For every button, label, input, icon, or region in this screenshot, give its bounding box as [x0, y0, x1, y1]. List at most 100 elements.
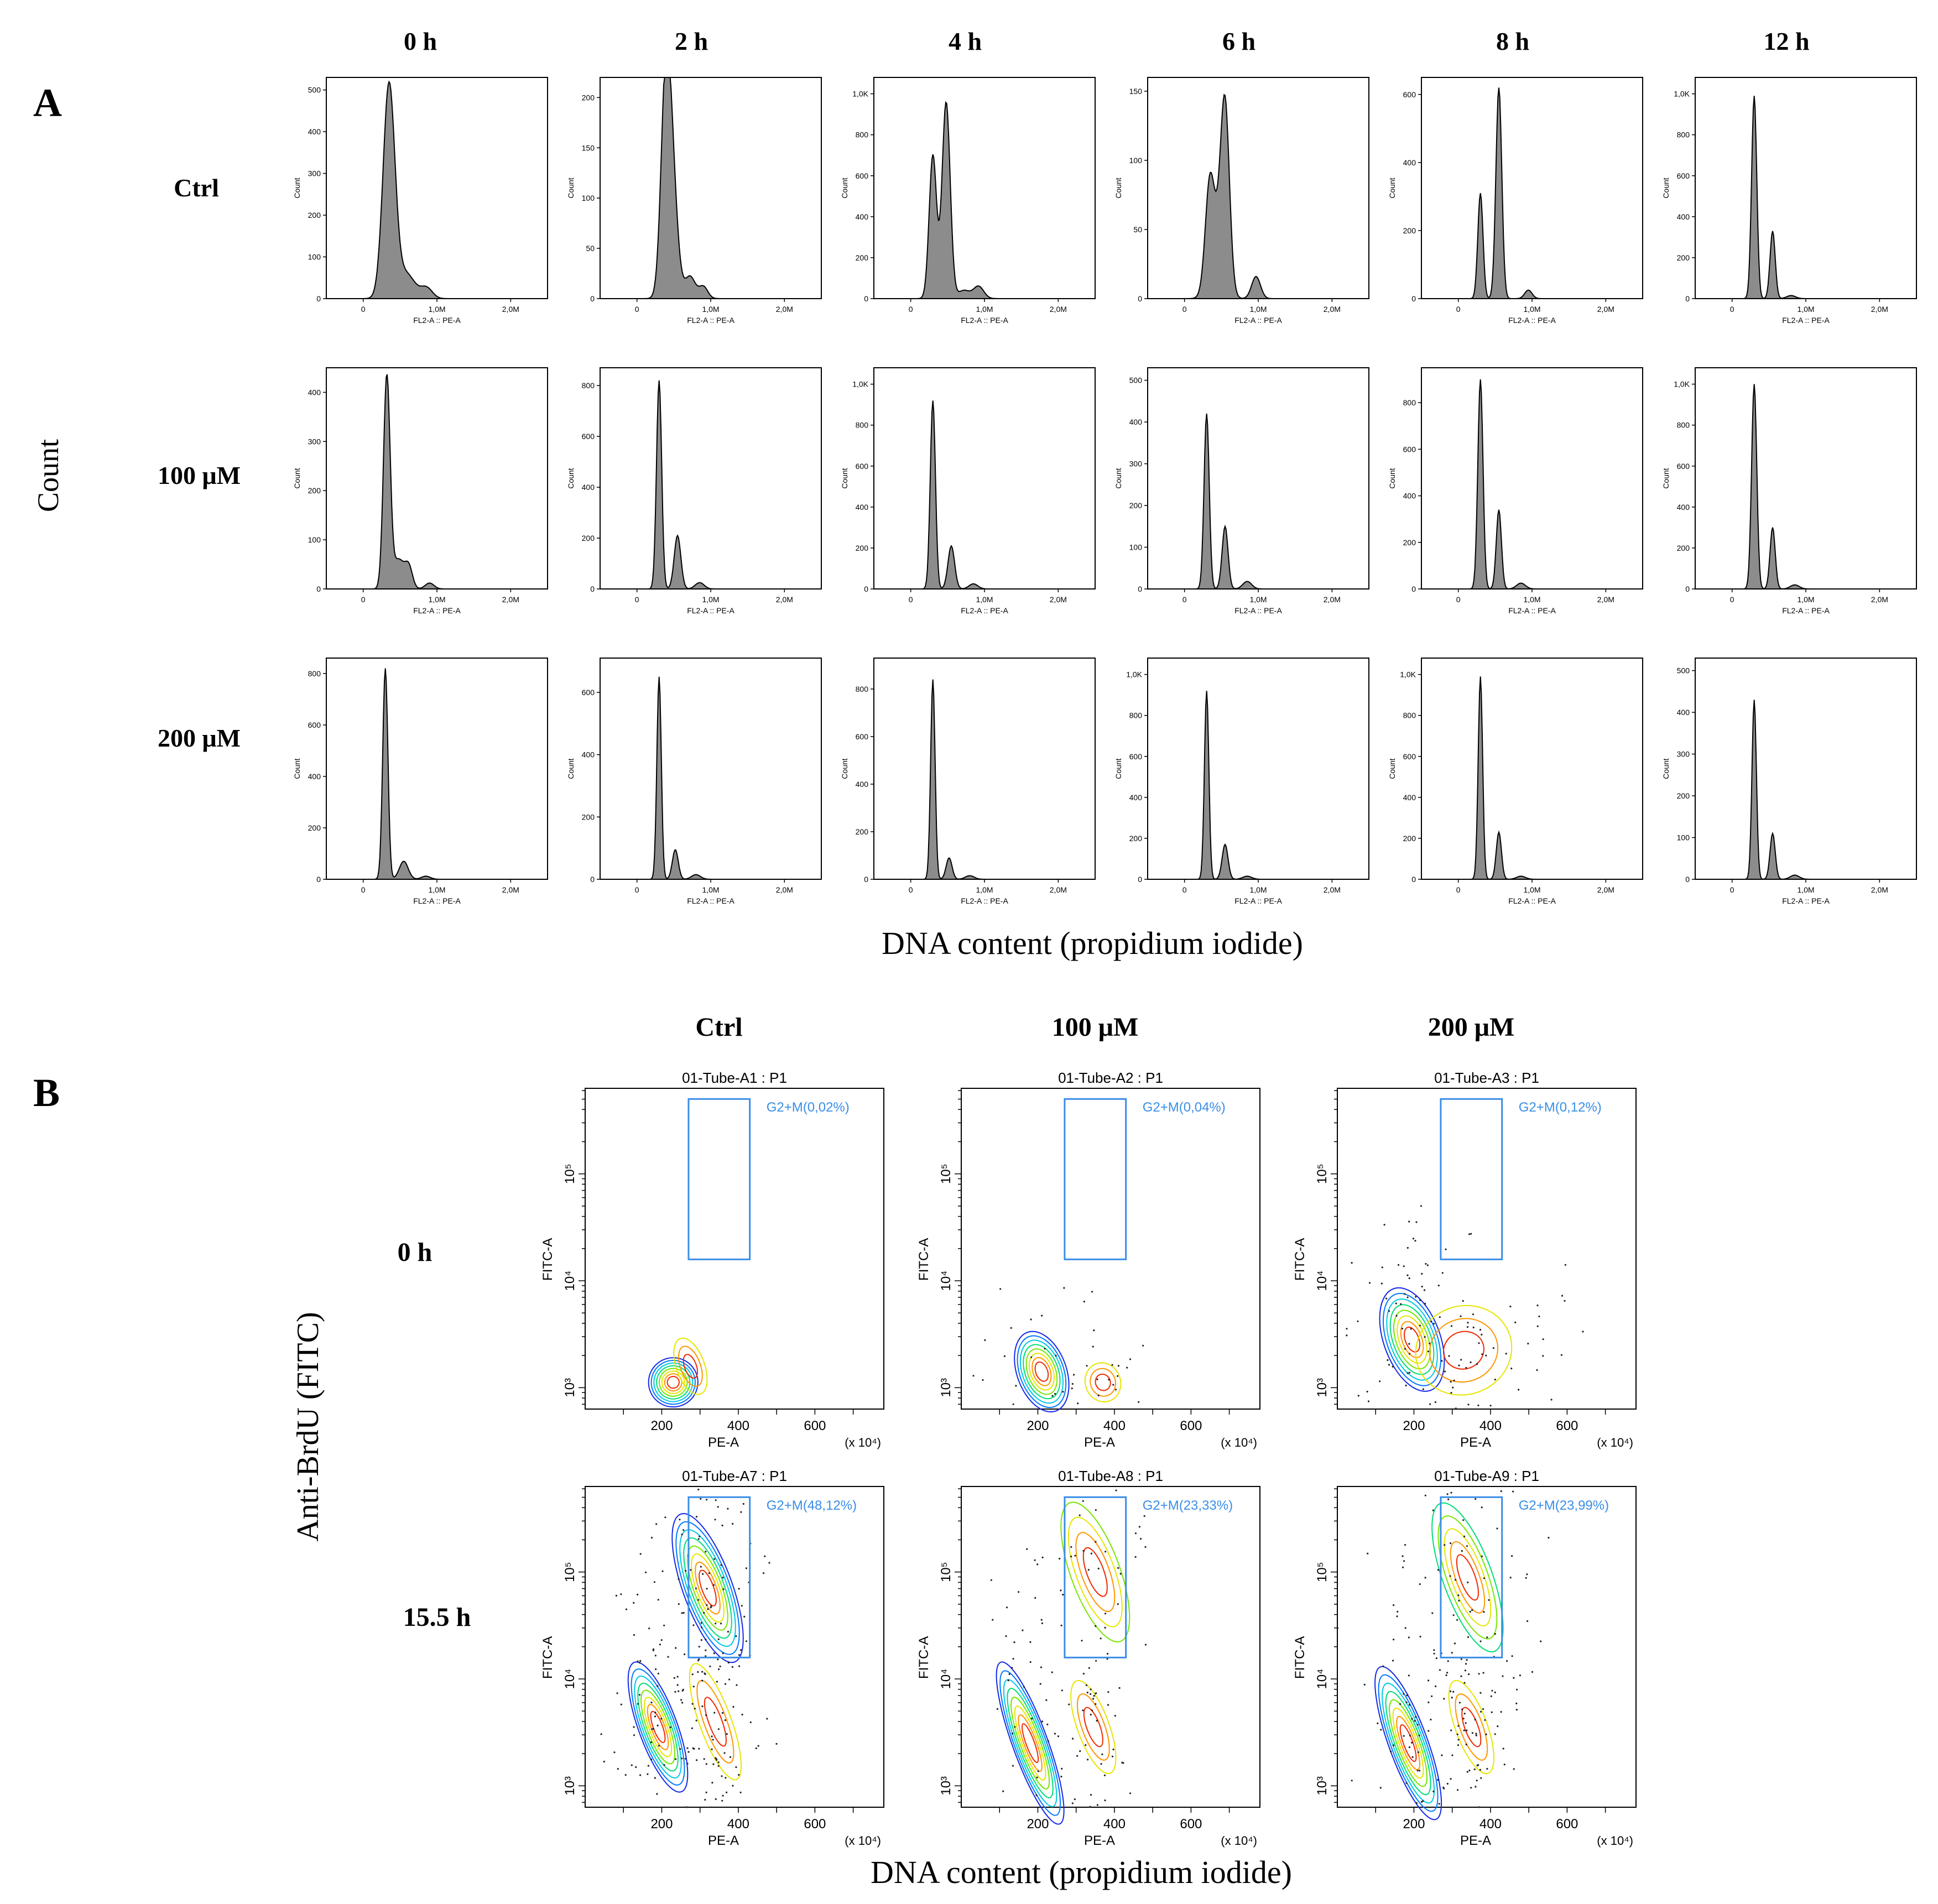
population-0	[1374, 1666, 1442, 1820]
outlier-dot	[1428, 1679, 1430, 1682]
outlier-dot	[690, 1569, 692, 1571]
outlier-dot	[1059, 1557, 1061, 1560]
contour-line	[695, 1561, 721, 1615]
outlier-dot	[1485, 1354, 1487, 1357]
outlier-dot	[698, 1747, 700, 1750]
y-tick-label: 500	[1677, 666, 1690, 675]
x-axis-label: PE-A	[708, 1435, 739, 1450]
x-tick-label: 0	[909, 595, 913, 604]
y-tick-label: 300	[1677, 750, 1690, 759]
contour-line	[699, 1569, 717, 1606]
outlier-dot	[738, 1654, 741, 1656]
outlier-dot	[1494, 1691, 1496, 1693]
histogram-frame	[1695, 658, 1917, 880]
contour-line	[675, 1521, 740, 1655]
outlier-dot	[1087, 1759, 1089, 1761]
outlier-dot	[700, 1639, 702, 1641]
x-tick-label: 2,0M	[1871, 305, 1888, 314]
x-multiplier: (x 10⁴)	[845, 1436, 881, 1449]
outlier-dot	[1082, 1672, 1085, 1675]
outlier-dot	[1561, 1295, 1564, 1297]
outlier-dot	[722, 1652, 724, 1655]
y-tick-label: 800	[1403, 398, 1416, 407]
contour-frame	[961, 1088, 1260, 1410]
outlier-dot	[687, 1751, 690, 1753]
outlier-dot	[1476, 1363, 1478, 1365]
outlier-dot	[728, 1678, 731, 1681]
outlier-dot	[1087, 1569, 1090, 1571]
outlier-dot	[1467, 1581, 1469, 1584]
y-tick-label: 300	[308, 169, 321, 178]
y-tick-label: 600	[1403, 752, 1416, 761]
outlier-dot	[1039, 1683, 1041, 1685]
y-tick-label: 400	[1129, 793, 1143, 802]
outlier-dot	[1368, 1282, 1371, 1284]
outlier-dot	[1408, 1746, 1410, 1749]
outlier-dot	[1095, 1692, 1097, 1694]
outlier-dot	[669, 1726, 671, 1729]
contour-line	[673, 1337, 708, 1395]
population-2	[689, 1663, 742, 1781]
outlier-dot	[1515, 1709, 1518, 1711]
y-tick-label: 400	[582, 750, 595, 759]
outlier-dot	[1465, 1663, 1467, 1665]
population-0	[627, 1661, 689, 1793]
outlier-dot	[1466, 1326, 1469, 1328]
y-tick-label: 10³	[939, 1776, 954, 1796]
x-tick-label: 0	[1730, 305, 1734, 314]
y-tick-label: 200	[582, 812, 595, 821]
outlier-dot	[1404, 1544, 1406, 1546]
outlier-dot	[1479, 1329, 1482, 1331]
outlier-dot	[1506, 1660, 1508, 1662]
outlier-dot	[700, 1566, 702, 1568]
outlier-dot	[1439, 1669, 1441, 1671]
outlier-dot	[1091, 1291, 1093, 1293]
outlier-dot	[660, 1718, 663, 1720]
outlier-dot	[1392, 1365, 1394, 1368]
outlier-dot	[639, 1774, 642, 1776]
y-axis-label: Count	[840, 178, 849, 198]
y-tick-label: 400	[1677, 503, 1690, 512]
outlier-dot	[1514, 1321, 1517, 1323]
outlier-dot	[1114, 1715, 1116, 1717]
x-tick-label: 1,0M	[1797, 595, 1814, 604]
outlier-dot	[1002, 1790, 1004, 1792]
contour-line	[1031, 1357, 1052, 1386]
x-tick-label: 0	[909, 885, 913, 894]
outlier-dot	[694, 1708, 696, 1710]
x-axis-label: FL2-A :: PE-A	[687, 316, 734, 325]
outlier-dot	[654, 1777, 656, 1779]
x-axis-label: FL2-A :: PE-A	[1782, 606, 1830, 615]
outlier-dot	[698, 1646, 700, 1648]
outlier-dot	[700, 1626, 703, 1629]
x-tick-label: 2,0M	[502, 885, 519, 894]
outlier-dot	[1424, 1302, 1426, 1305]
outlier-dot	[1481, 1506, 1483, 1509]
outlier-dot	[741, 1605, 743, 1607]
outlier-dots	[1336, 1490, 1550, 1808]
outlier-dot	[633, 1634, 635, 1636]
outlier-dots	[1346, 1205, 1584, 1410]
outlier-dot	[699, 1535, 701, 1537]
outlier-dot	[722, 1577, 724, 1579]
y-tick-label: 400	[308, 388, 321, 397]
outlier-dot	[1406, 1372, 1409, 1374]
outlier-dot	[1452, 1386, 1454, 1389]
contour-line	[1007, 1688, 1054, 1798]
contour-line	[1415, 1305, 1513, 1396]
outlier-dot	[1072, 1374, 1075, 1376]
outlier-dot	[1357, 1320, 1359, 1322]
outlier-dot	[722, 1795, 724, 1797]
outlier-dot	[1095, 1703, 1097, 1705]
y-axis-label: Count	[1388, 758, 1397, 779]
contour-frame	[585, 1486, 884, 1808]
outlier-dot	[709, 1665, 711, 1667]
outlier-dot	[1467, 1636, 1470, 1638]
x-axis-label: FL2-A :: PE-A	[413, 316, 461, 325]
x-tick-label: 400	[1103, 1817, 1126, 1832]
outlier-dot	[1471, 1732, 1473, 1734]
outlier-dot	[1457, 1725, 1460, 1727]
outlier-dot	[637, 1660, 639, 1662]
x-axis-label: FL2-A :: PE-A	[413, 896, 461, 905]
